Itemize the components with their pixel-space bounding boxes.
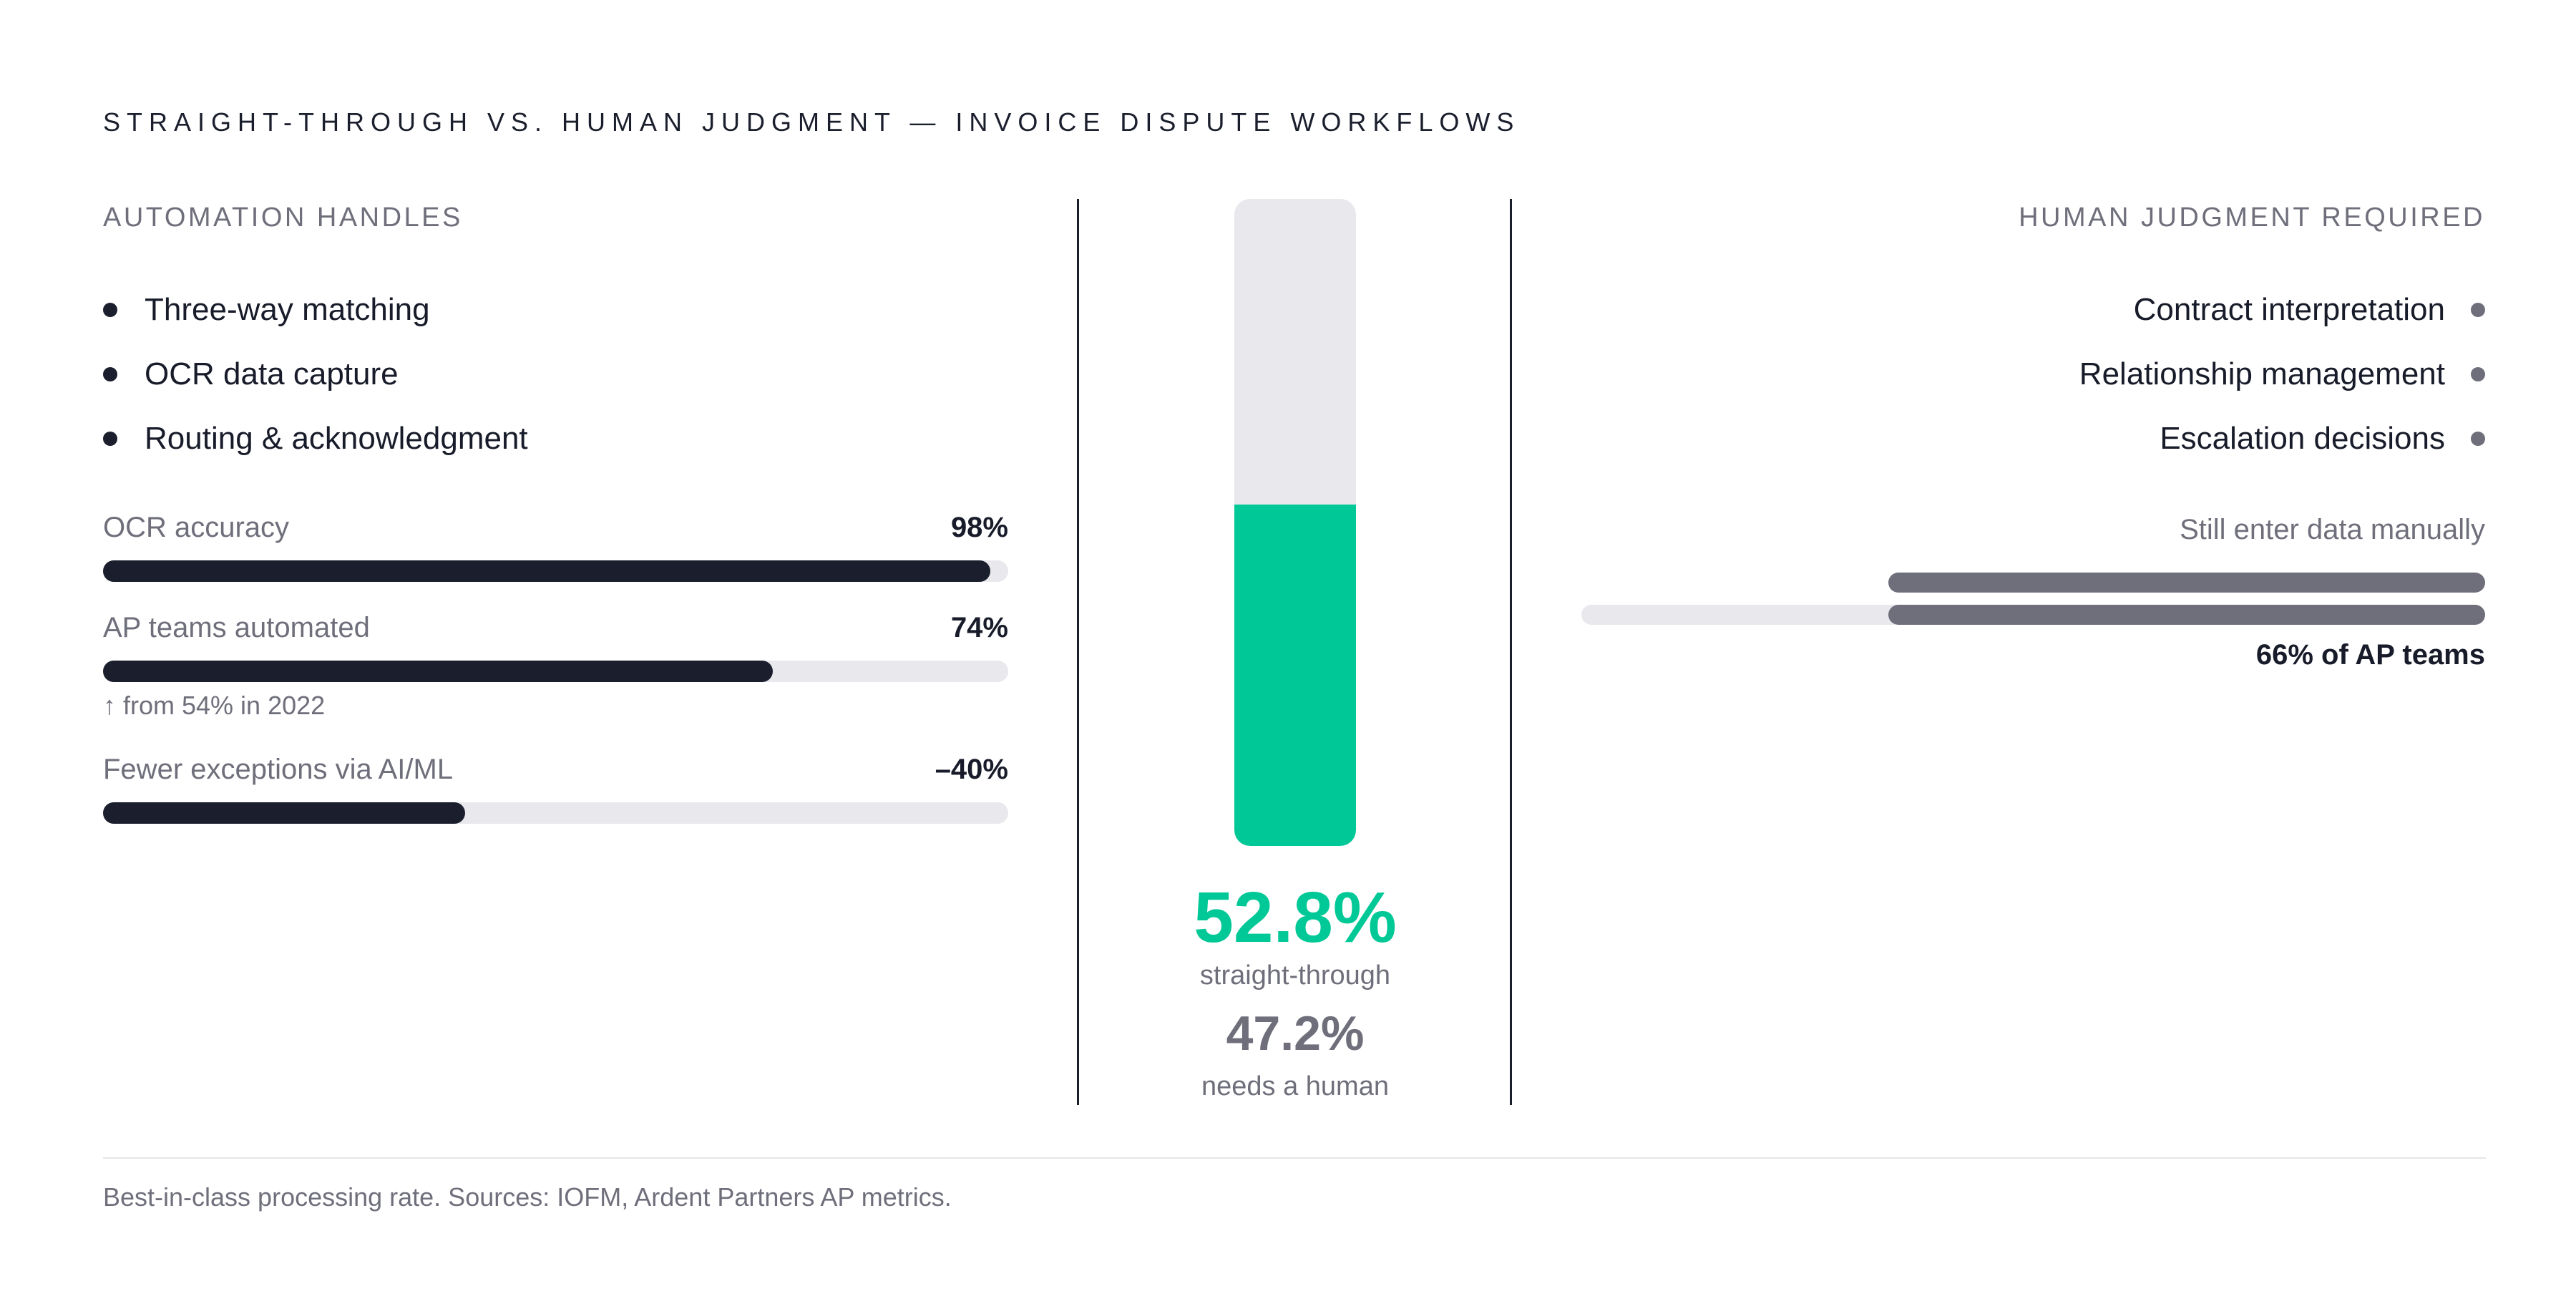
list-item-label: Escalation decisions — [2160, 421, 2445, 456]
metric-ocr-accuracy: OCR accuracy 98% — [103, 512, 1008, 582]
metric-value: –40% — [935, 754, 1008, 785]
list-item: Three-way matching — [103, 278, 528, 342]
manual-entry-bar-lower — [1888, 605, 2485, 625]
page-title: STRAIGHT-THROUGH VS. HUMAN JUDGMENT — IN… — [103, 107, 1521, 137]
bullet-dot-icon — [2471, 432, 2485, 446]
list-item: Routing & acknowledgment — [103, 407, 528, 471]
automation-metrics: OCR accuracy 98% AP teams automated 74% … — [103, 512, 1008, 824]
metric-bar — [103, 802, 465, 824]
list-item-label: Relationship management — [2079, 356, 2445, 391]
straight-through-value: 52.8% — [1194, 877, 1397, 958]
footnote: Best-in-class processing rate. Sources: … — [103, 1182, 952, 1212]
metric-track — [103, 661, 1008, 682]
needs-human-value: 47.2% — [1226, 1006, 1365, 1061]
manual-entry-bar-upper — [1888, 573, 2485, 593]
manual-entry-label: Still enter data manually — [2180, 514, 2485, 545]
metric-value: 98% — [950, 512, 1008, 543]
metric-ap-teams-automated: AP teams automated 74% ↑ from 54% in 202… — [103, 612, 1008, 721]
automation-list: Three-way matching OCR data capture Rout… — [103, 278, 528, 471]
metric-track — [103, 802, 1008, 824]
list-item: Relationship management — [2079, 342, 2485, 407]
metric-label: OCR accuracy — [103, 512, 290, 543]
human-judgment-list: Contract interpretation Relationship man… — [2079, 278, 2485, 471]
metric-note: ↑ from 54% in 2022 — [103, 691, 326, 720]
list-item: Escalation decisions — [2079, 407, 2485, 471]
footer-divider — [103, 1157, 2486, 1159]
bullet-dot-icon — [103, 367, 117, 381]
column-divider — [1510, 199, 1512, 1105]
manual-entry-chart — [1581, 569, 2485, 626]
bullet-dot-icon — [103, 303, 117, 317]
metric-bar — [103, 661, 774, 682]
bullet-dot-icon — [2471, 303, 2485, 317]
list-item: OCR data capture — [103, 342, 528, 407]
straight-through-caption: straight-through — [1199, 960, 1391, 991]
automation-heading: AUTOMATION HANDLES — [103, 203, 463, 233]
list-item-label: Contract interpretation — [2133, 292, 2445, 327]
manual-entry-value: 66% of AP teams — [2255, 639, 2485, 671]
list-item: Contract interpretation — [2079, 278, 2485, 342]
bullet-dot-icon — [2471, 367, 2485, 381]
bullet-dot-icon — [103, 432, 117, 446]
straight-through-gauge — [1234, 199, 1356, 846]
list-item-label: Three-way matching — [145, 292, 430, 327]
metric-fewer-exceptions: Fewer exceptions via AI/ML –40% — [103, 754, 1008, 824]
list-item-label: OCR data capture — [145, 356, 399, 391]
metric-value: 74% — [950, 612, 1008, 643]
metric-track — [103, 560, 1008, 582]
list-item-label: Routing & acknowledgment — [145, 421, 528, 456]
needs-human-caption: needs a human — [1201, 1071, 1389, 1101]
metric-label: AP teams automated — [103, 612, 370, 643]
human-judgment-heading: HUMAN JUDGMENT REQUIRED — [2019, 203, 2485, 233]
straight-through-fill — [1234, 504, 1356, 846]
metric-label: Fewer exceptions via AI/ML — [103, 754, 454, 785]
metric-bar — [103, 560, 990, 582]
column-divider — [1077, 199, 1079, 1105]
